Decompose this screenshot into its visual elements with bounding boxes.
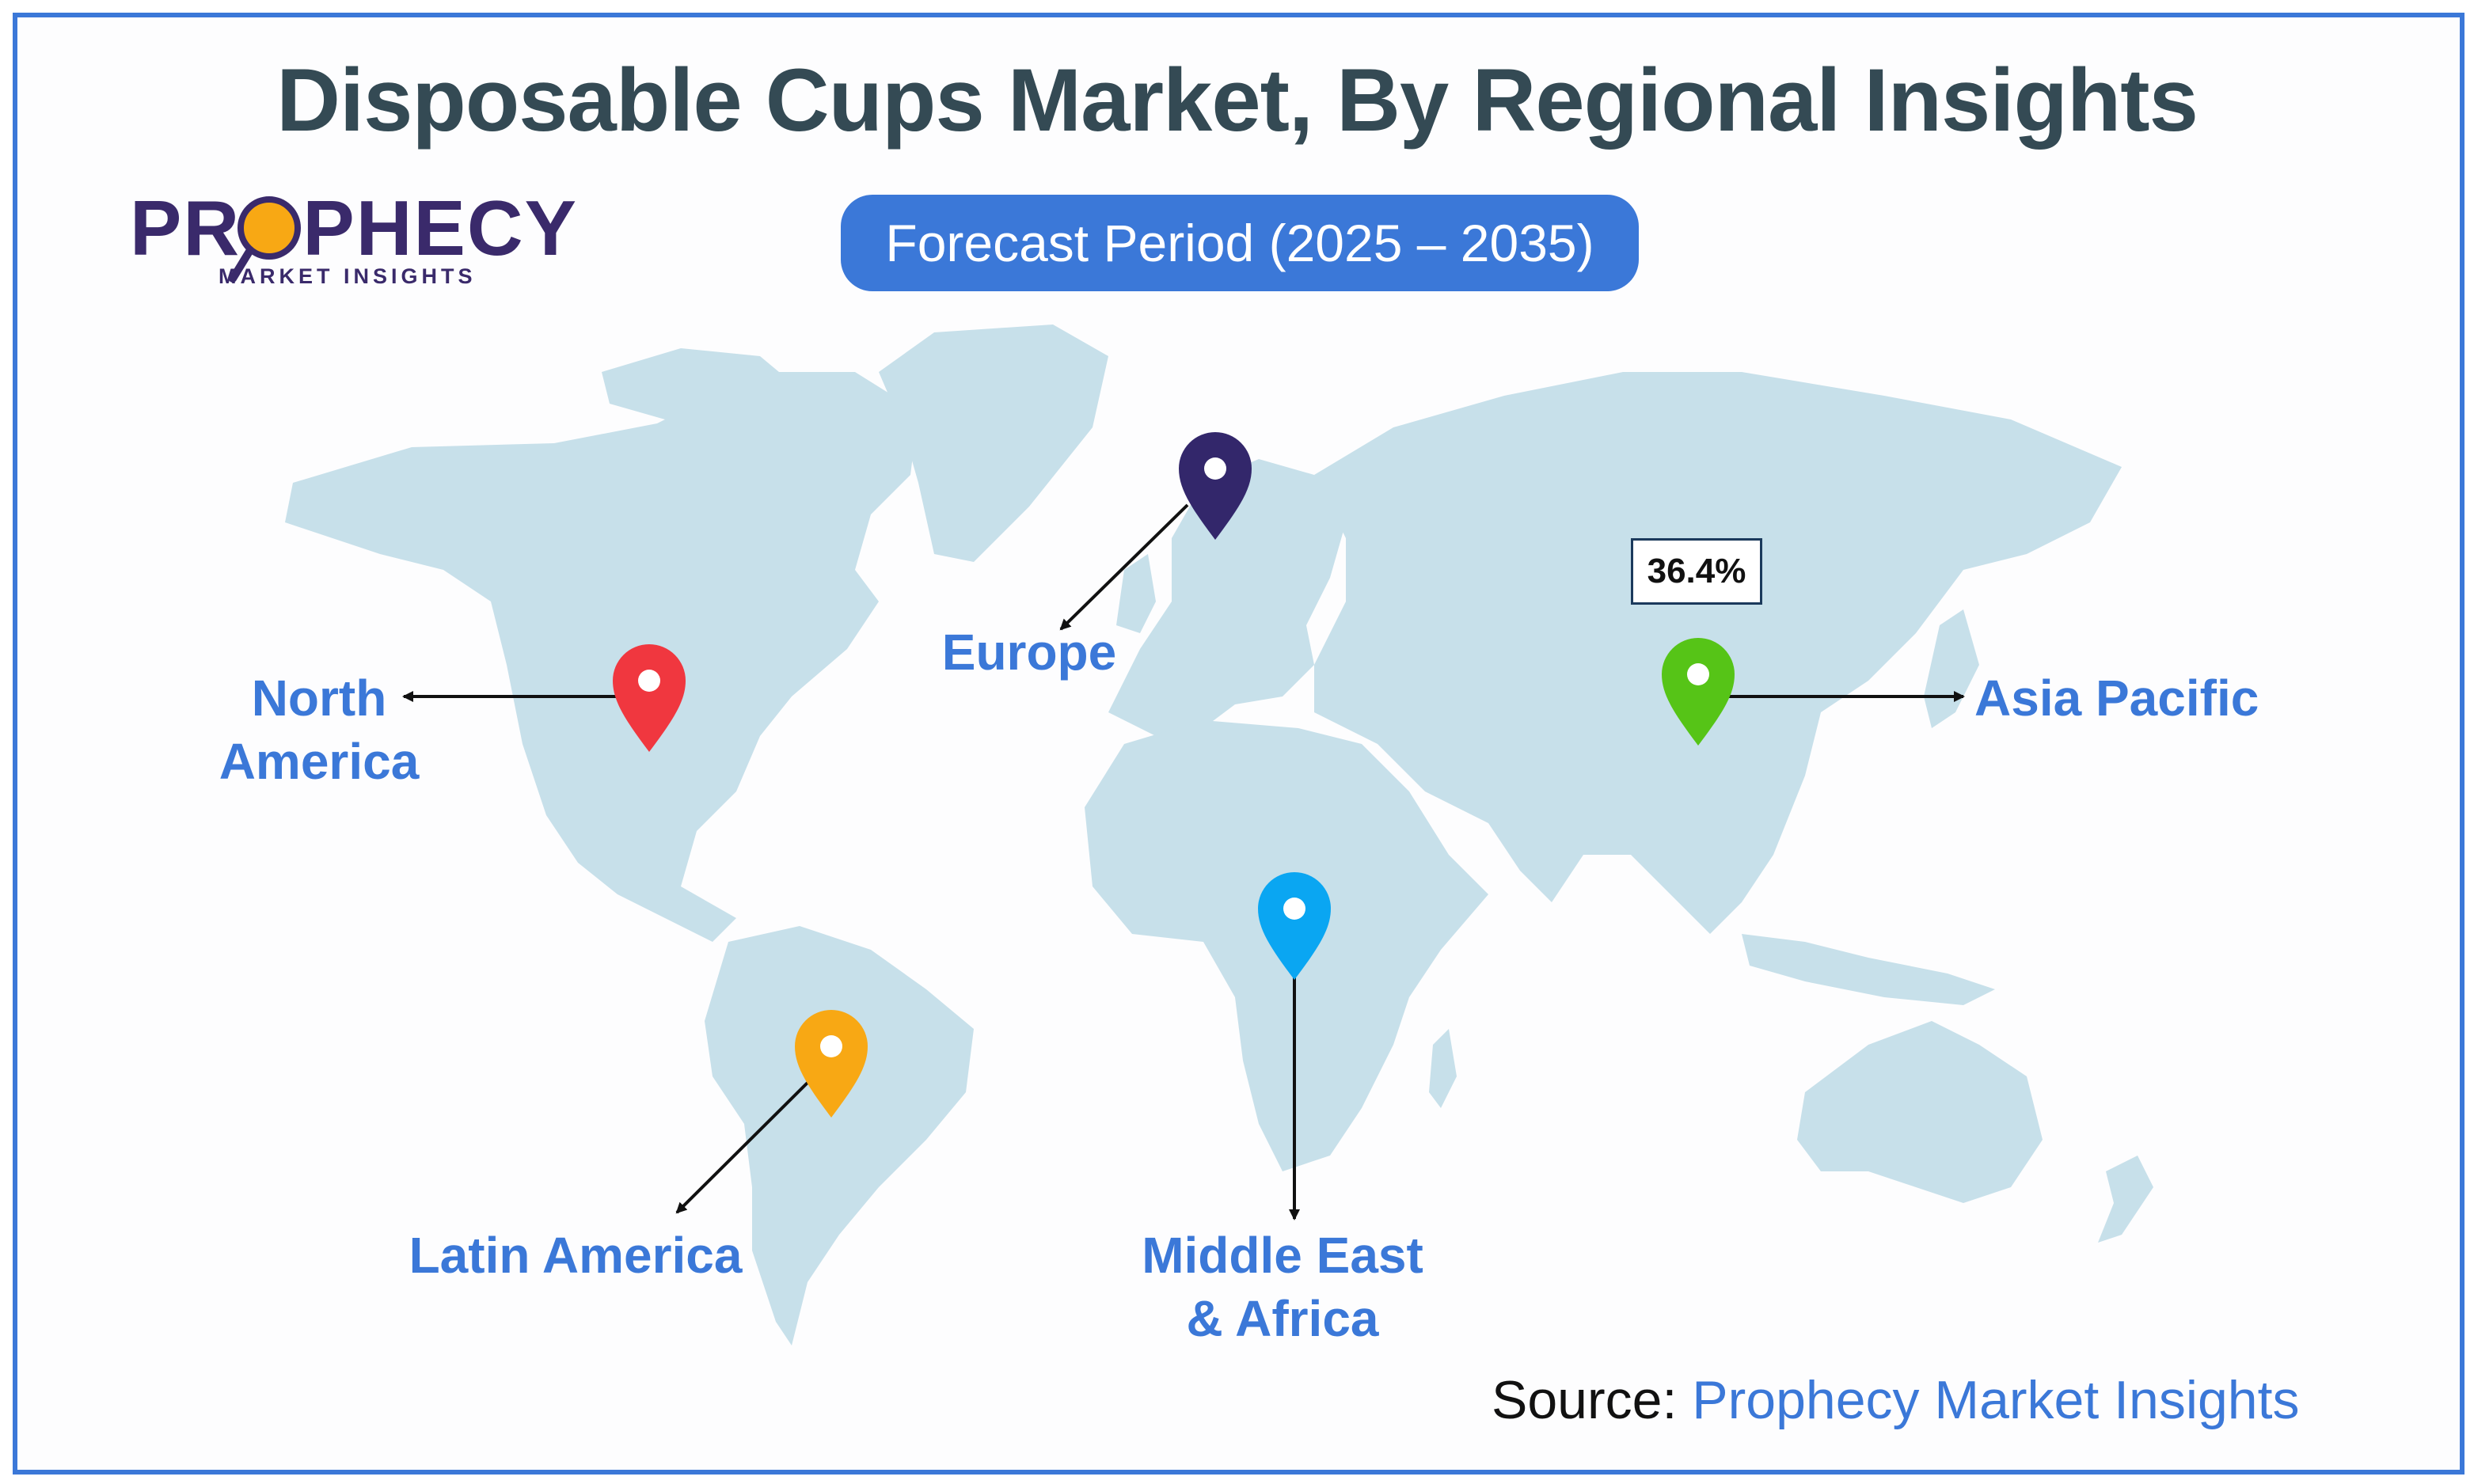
landmass-australia xyxy=(1797,1021,2043,1203)
pin-dot xyxy=(1687,663,1709,685)
pin-dot xyxy=(638,670,660,692)
arrow-latin-america xyxy=(675,1081,809,1214)
page-title: Disposable Cups Market, By Regional Insi… xyxy=(276,51,2198,150)
source-name: Prophecy Market Insights xyxy=(1692,1370,2300,1430)
region-label-latin-america: Latin America xyxy=(405,1224,746,1287)
region-label-line: Asia Pacific xyxy=(1974,670,2259,727)
landmass-madagascar xyxy=(1429,1029,1457,1108)
logo-wordmark: PROPHECY xyxy=(130,184,579,271)
region-label-line: America xyxy=(219,733,420,790)
landmass-europe xyxy=(1108,459,1346,736)
forecast-period-badge: Forecast Period (2025 – 2035) xyxy=(841,195,1639,291)
pin-dot xyxy=(1283,898,1305,920)
pin-marker-icon xyxy=(1258,872,1331,980)
pin-middle-east-africa xyxy=(1258,872,1331,980)
landmass-arctic-islands xyxy=(602,348,808,419)
region-label-middle-east-africa: Middle East & Africa xyxy=(1124,1224,1441,1350)
pin-marker-icon xyxy=(1662,638,1735,746)
prophecy-logo: PROPHECY MARKET INSIGHTS xyxy=(130,184,605,294)
arrow-europe xyxy=(1059,503,1189,631)
asia-pacific-share-badge: 36.4% xyxy=(1631,538,1762,605)
landmass-uk xyxy=(1116,554,1156,633)
landmass-japan xyxy=(1924,609,1979,728)
region-label-line: North xyxy=(251,670,387,727)
landmass-southeast-asia-islands xyxy=(1742,934,1995,1005)
region-label-line: Latin America xyxy=(409,1227,743,1284)
pin-asia-pacific xyxy=(1662,638,1735,746)
landmass-greenland xyxy=(879,325,1108,562)
region-label-line: & Africa xyxy=(1186,1290,1379,1347)
pin-marker-icon xyxy=(1179,432,1252,540)
region-label-europe: Europe xyxy=(938,621,1120,684)
source-label: Source: xyxy=(1492,1370,1678,1430)
pin-latin-america xyxy=(795,1010,868,1118)
pin-marker-icon xyxy=(795,1010,868,1118)
landmass-new-zealand xyxy=(2098,1156,2153,1243)
region-label-line: Middle East xyxy=(1142,1227,1423,1284)
pin-north-america xyxy=(613,644,686,752)
landmass-south-america xyxy=(705,926,974,1345)
pin-dot xyxy=(1204,457,1226,480)
pin-dot xyxy=(820,1035,842,1057)
pin-europe xyxy=(1179,432,1252,540)
region-label-north-america: North America xyxy=(212,666,426,793)
connector-arrows xyxy=(402,503,1965,1220)
landmass-north-america xyxy=(285,372,918,942)
region-label-line: Europe xyxy=(941,624,1117,681)
source-credit: Source: Prophecy Market Insights xyxy=(1492,1369,2300,1431)
logo-tagline: MARKET INSIGHTS xyxy=(219,264,477,288)
logo-magnifier-icon xyxy=(229,196,301,283)
region-label-asia-pacific: Asia Pacific xyxy=(1974,666,2275,730)
pin-marker-icon xyxy=(613,644,686,752)
